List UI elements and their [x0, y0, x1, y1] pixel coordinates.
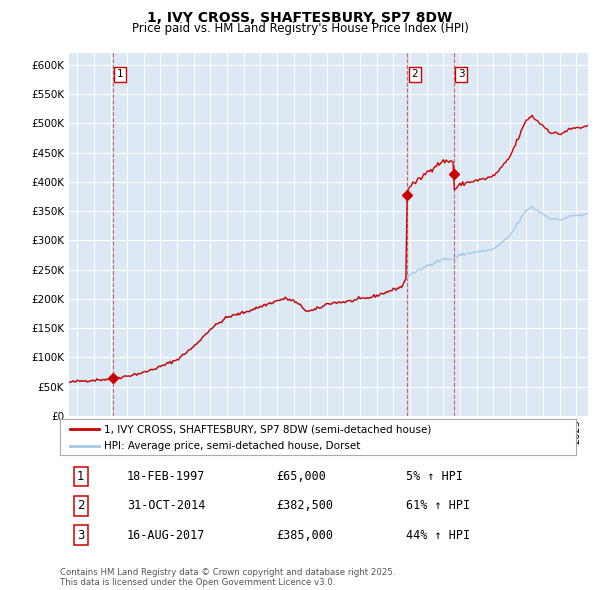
Text: 31-OCT-2014: 31-OCT-2014 [127, 499, 205, 513]
Text: 18-FEB-1997: 18-FEB-1997 [127, 470, 205, 483]
Text: 61% ↑ HPI: 61% ↑ HPI [406, 499, 470, 513]
Text: 1: 1 [77, 470, 85, 483]
Text: £385,000: £385,000 [277, 529, 334, 542]
Text: £65,000: £65,000 [277, 470, 326, 483]
Text: 1, IVY CROSS, SHAFTESBURY, SP7 8DW (semi-detached house): 1, IVY CROSS, SHAFTESBURY, SP7 8DW (semi… [104, 424, 431, 434]
Text: 5% ↑ HPI: 5% ↑ HPI [406, 470, 463, 483]
Text: HPI: Average price, semi-detached house, Dorset: HPI: Average price, semi-detached house,… [104, 441, 360, 451]
Text: 2: 2 [77, 499, 85, 513]
Text: Contains HM Land Registry data © Crown copyright and database right 2025.
This d: Contains HM Land Registry data © Crown c… [60, 568, 395, 587]
Text: 44% ↑ HPI: 44% ↑ HPI [406, 529, 470, 542]
Text: 1, IVY CROSS, SHAFTESBURY, SP7 8DW: 1, IVY CROSS, SHAFTESBURY, SP7 8DW [148, 11, 452, 25]
Text: Price paid vs. HM Land Registry's House Price Index (HPI): Price paid vs. HM Land Registry's House … [131, 22, 469, 35]
Text: £382,500: £382,500 [277, 499, 334, 513]
Text: 3: 3 [458, 70, 464, 80]
Text: 3: 3 [77, 529, 85, 542]
Text: 1: 1 [117, 70, 124, 80]
Text: 16-AUG-2017: 16-AUG-2017 [127, 529, 205, 542]
Text: 2: 2 [412, 70, 418, 80]
